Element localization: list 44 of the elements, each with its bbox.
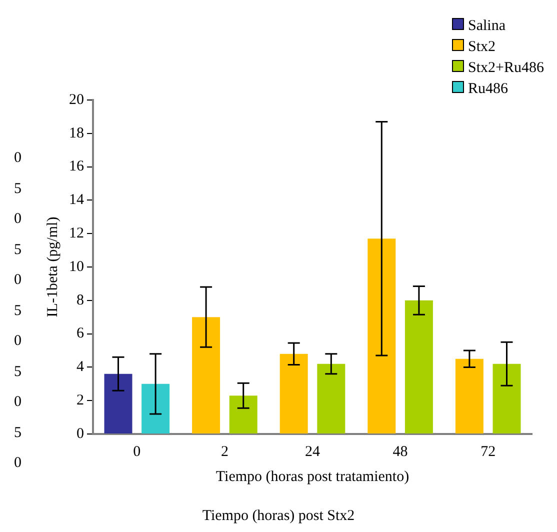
text: 5 — [14, 242, 22, 258]
x-tick-label: 24 — [305, 444, 320, 460]
bar — [492, 364, 521, 434]
y-tick-label: 10 — [69, 258, 84, 275]
text: 5 — [14, 180, 22, 198]
x-tick-label: 0 — [133, 444, 141, 460]
x-tick-label: 48 — [392, 444, 408, 460]
y-tick-label: 16 — [69, 158, 84, 175]
x-tick-label: 2 — [220, 444, 228, 460]
text: 0 — [14, 272, 22, 289]
text: 0 — [14, 394, 22, 411]
legend-label: Ru486 — [467, 80, 510, 99]
y-axis-title: IL-1beta (pg/ml) — [44, 216, 61, 318]
y-tick-label: 12 — [69, 226, 84, 242]
text: 0 — [14, 333, 22, 350]
y-tick-label: 8 — [76, 292, 84, 308]
y-tick-label: 20 — [69, 92, 84, 108]
text: 0 — [14, 211, 22, 228]
y-tick-label: 2 — [76, 392, 84, 409]
bar — [104, 374, 132, 434]
bar — [280, 354, 308, 434]
legend-label: Salina — [467, 17, 506, 36]
legend-label: Stx2 — [467, 38, 497, 57]
text: 0 — [14, 455, 22, 472]
x-tick-label: 72 — [480, 444, 496, 460]
text: 5 — [14, 424, 22, 442]
bar — [192, 317, 220, 434]
legend-label: Stx2+Ru486 — [467, 59, 544, 78]
y-tick-label: 14 — [69, 192, 84, 208]
y-tick-label: 4 — [76, 359, 84, 376]
bar — [455, 358, 484, 434]
x-axis-title: Tiempo (horas post tratamiento) — [216, 468, 410, 485]
text: 0 — [14, 150, 22, 167]
text: 5 — [14, 364, 22, 380]
text: 5 — [14, 302, 22, 320]
bar — [317, 364, 346, 434]
y-tick-label: 18 — [69, 125, 84, 142]
y-tick-label: 6 — [76, 326, 84, 342]
y-tick-label: 0 — [76, 426, 84, 442]
bar — [368, 238, 396, 434]
text: Tiempo (horas) post Stx2 — [201, 508, 356, 525]
bar — [404, 300, 433, 434]
bar — [229, 396, 258, 434]
bar — [142, 384, 170, 434]
